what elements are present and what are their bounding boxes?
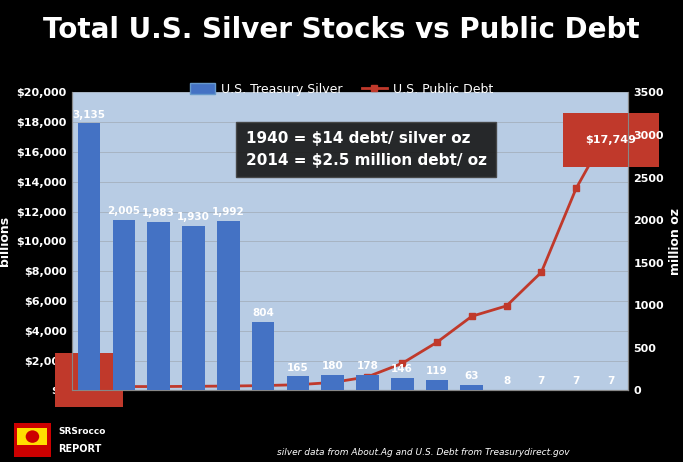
Bar	[217, 221, 240, 390]
Bar	[391, 378, 413, 390]
Y-axis label: million oz: million oz	[669, 208, 682, 275]
Text: 119: 119	[426, 366, 448, 377]
Bar	[426, 380, 448, 390]
Bar	[287, 377, 309, 390]
Text: 2,005: 2,005	[107, 206, 141, 216]
Bar	[321, 375, 344, 390]
Text: 178: 178	[357, 361, 378, 371]
Bar	[18, 428, 48, 445]
Text: 146: 146	[391, 364, 413, 374]
Text: $43: $43	[77, 375, 100, 385]
Text: 804: 804	[252, 308, 274, 318]
Circle shape	[26, 431, 39, 443]
Bar	[78, 123, 100, 390]
Text: REPORT: REPORT	[58, 444, 102, 454]
Text: 1,983: 1,983	[142, 208, 175, 218]
Text: 1,930: 1,930	[177, 212, 210, 222]
Text: $17,749: $17,749	[585, 135, 637, 145]
Bar	[182, 226, 205, 390]
Text: SRSrocco: SRSrocco	[58, 427, 105, 437]
Text: 7: 7	[538, 376, 545, 386]
Text: 3,135: 3,135	[72, 109, 106, 120]
Text: 7: 7	[607, 376, 615, 386]
Y-axis label: billions: billions	[0, 216, 11, 267]
Bar	[113, 220, 135, 390]
Text: 180: 180	[322, 361, 344, 371]
Text: Total U.S. Silver Stocks vs Public Debt: Total U.S. Silver Stocks vs Public Debt	[43, 16, 640, 44]
Bar	[460, 385, 483, 390]
Text: 7: 7	[572, 376, 580, 386]
Text: 1,992: 1,992	[212, 207, 245, 217]
Text: silver data from About.Ag and U.S. Debt from Treasurydirect.gov: silver data from About.Ag and U.S. Debt …	[277, 449, 570, 457]
Text: 1940 = $14 debt/ silver oz
2014 = $2.5 million debt/ oz: 1940 = $14 debt/ silver oz 2014 = $2.5 m…	[246, 131, 487, 168]
Bar	[252, 322, 275, 390]
Text: 8: 8	[503, 376, 510, 386]
Text: 165: 165	[287, 363, 309, 372]
Bar	[356, 375, 379, 390]
Legend: U.S. Treasury Silver, U.S. Public Debt: U.S. Treasury Silver, U.S. Public Debt	[185, 78, 498, 101]
Bar	[148, 222, 170, 390]
Text: 63: 63	[464, 371, 479, 381]
